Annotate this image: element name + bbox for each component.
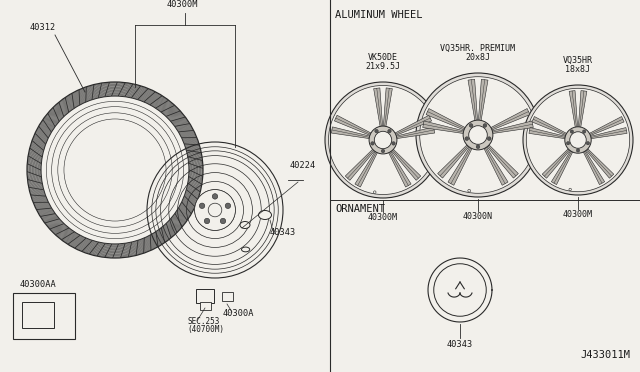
Text: 40312: 40312: [30, 23, 56, 32]
Circle shape: [199, 203, 205, 209]
Polygon shape: [483, 145, 508, 185]
FancyBboxPatch shape: [196, 289, 214, 303]
Circle shape: [569, 188, 572, 190]
Polygon shape: [335, 115, 373, 136]
Circle shape: [381, 149, 385, 153]
Text: 40300N: 40300N: [463, 212, 493, 221]
Polygon shape: [388, 150, 411, 187]
Circle shape: [469, 124, 473, 127]
Circle shape: [526, 88, 630, 192]
Circle shape: [468, 189, 470, 192]
Polygon shape: [438, 143, 470, 178]
Circle shape: [523, 85, 633, 195]
Circle shape: [41, 96, 189, 244]
Circle shape: [577, 149, 580, 152]
Text: VQ35HR. PREMIUM: VQ35HR. PREMIUM: [440, 44, 515, 53]
Polygon shape: [468, 79, 477, 123]
FancyBboxPatch shape: [22, 302, 54, 328]
Circle shape: [388, 129, 391, 133]
Circle shape: [463, 120, 493, 150]
Polygon shape: [589, 128, 627, 139]
Text: 40300M: 40300M: [563, 210, 593, 219]
Polygon shape: [588, 116, 624, 137]
Circle shape: [476, 145, 480, 149]
Circle shape: [570, 132, 586, 148]
Polygon shape: [490, 121, 533, 134]
Text: 21x9.5J: 21x9.5J: [365, 62, 401, 71]
Polygon shape: [345, 148, 376, 180]
Ellipse shape: [240, 221, 250, 228]
Polygon shape: [578, 91, 587, 129]
Circle shape: [570, 130, 573, 133]
Polygon shape: [551, 149, 573, 185]
Text: J433011M: J433011M: [580, 350, 630, 360]
Circle shape: [369, 126, 397, 154]
Ellipse shape: [241, 247, 250, 252]
Polygon shape: [393, 115, 431, 136]
Polygon shape: [585, 147, 614, 178]
Circle shape: [392, 142, 396, 145]
Circle shape: [375, 129, 378, 133]
Text: (40700M): (40700M): [187, 325, 224, 334]
Circle shape: [434, 264, 486, 316]
Ellipse shape: [259, 211, 271, 219]
Circle shape: [416, 73, 540, 197]
Circle shape: [420, 77, 536, 193]
Circle shape: [208, 203, 222, 217]
Circle shape: [586, 142, 589, 145]
Polygon shape: [529, 128, 568, 139]
Circle shape: [483, 124, 487, 127]
Text: 20x8J: 20x8J: [465, 53, 490, 62]
Circle shape: [468, 126, 487, 144]
Circle shape: [566, 142, 570, 145]
Circle shape: [564, 127, 591, 153]
Polygon shape: [542, 147, 572, 178]
Polygon shape: [426, 109, 467, 131]
FancyBboxPatch shape: [221, 292, 232, 301]
Text: 40224: 40224: [290, 161, 316, 170]
Text: VQ35HR: VQ35HR: [563, 56, 593, 65]
Polygon shape: [374, 88, 383, 129]
FancyBboxPatch shape: [200, 301, 211, 310]
Polygon shape: [569, 91, 578, 129]
Text: VK50DE: VK50DE: [368, 53, 398, 62]
Circle shape: [212, 194, 218, 199]
Text: 40300AA: 40300AA: [20, 280, 57, 289]
Polygon shape: [486, 143, 518, 178]
Circle shape: [374, 131, 392, 149]
Text: ORNAMENT: ORNAMENT: [335, 204, 385, 214]
Circle shape: [328, 86, 438, 195]
Polygon shape: [478, 79, 488, 123]
Text: 40300M: 40300M: [167, 0, 198, 9]
Polygon shape: [394, 127, 435, 139]
Text: ALUMINUM WHEEL: ALUMINUM WHEEL: [335, 10, 422, 20]
Polygon shape: [532, 116, 568, 137]
Circle shape: [374, 191, 376, 193]
Circle shape: [204, 218, 210, 224]
Text: 40343: 40343: [447, 340, 473, 349]
Polygon shape: [390, 148, 420, 180]
Circle shape: [325, 82, 441, 198]
Circle shape: [220, 218, 226, 224]
Circle shape: [487, 137, 491, 141]
Text: SEC.253: SEC.253: [187, 317, 220, 326]
Polygon shape: [383, 88, 392, 129]
FancyBboxPatch shape: [13, 293, 75, 339]
Text: 40300M: 40300M: [368, 213, 398, 222]
Text: 18x8J: 18x8J: [566, 65, 591, 74]
Text: 40343: 40343: [270, 228, 296, 237]
Polygon shape: [582, 149, 605, 185]
Text: 40300A: 40300A: [223, 309, 255, 318]
Polygon shape: [355, 150, 378, 187]
Polygon shape: [489, 109, 530, 131]
Circle shape: [225, 203, 230, 209]
Circle shape: [371, 142, 374, 145]
Circle shape: [465, 137, 468, 141]
Polygon shape: [332, 127, 372, 139]
Circle shape: [195, 190, 236, 230]
Circle shape: [582, 130, 586, 133]
Polygon shape: [422, 121, 466, 134]
Polygon shape: [448, 145, 473, 185]
